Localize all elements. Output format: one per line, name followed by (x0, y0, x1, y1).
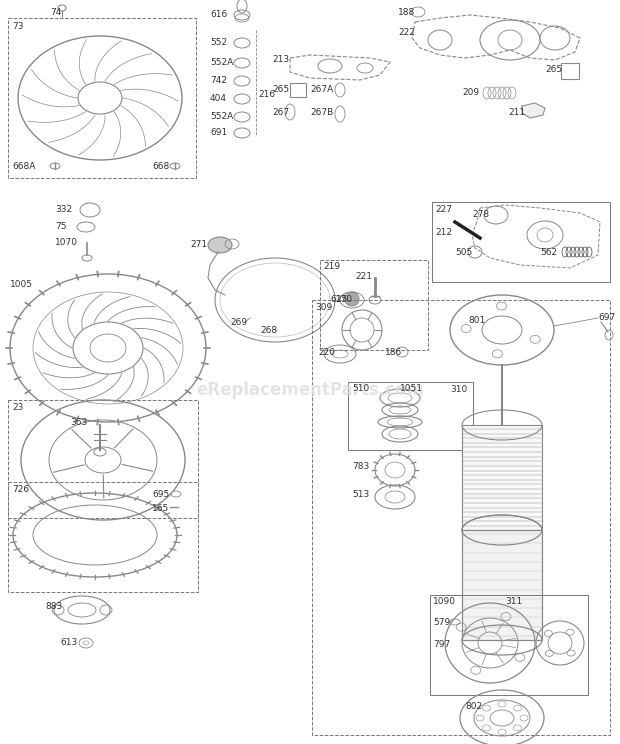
Text: eReplacementParts.com: eReplacementParts.com (196, 381, 424, 399)
Text: 783: 783 (352, 462, 370, 471)
Text: 268: 268 (260, 326, 277, 335)
Text: 668: 668 (152, 162, 169, 171)
Text: 695: 695 (152, 490, 169, 499)
Text: 267B: 267B (310, 108, 334, 117)
Text: 209: 209 (462, 88, 479, 97)
Text: 220: 220 (318, 348, 335, 357)
Text: 265: 265 (272, 85, 289, 94)
Bar (561, 63, 579, 79)
Text: 332: 332 (55, 205, 72, 214)
Text: 267A: 267A (310, 85, 334, 94)
Bar (462, 425, 542, 530)
Text: 75: 75 (55, 222, 66, 231)
Bar (8, 482, 198, 592)
Text: 1090: 1090 (433, 597, 456, 606)
Text: 269: 269 (230, 318, 247, 327)
Text: 797: 797 (433, 640, 450, 649)
Text: 363: 363 (70, 418, 87, 427)
Bar (432, 202, 610, 282)
Text: 165: 165 (152, 504, 169, 513)
Bar (430, 595, 588, 695)
Text: 691: 691 (210, 128, 228, 137)
Text: 267: 267 (272, 108, 289, 117)
Text: 552: 552 (210, 38, 227, 47)
Bar (348, 382, 473, 450)
Text: 310: 310 (450, 385, 467, 394)
Text: 265: 265 (545, 65, 562, 74)
Text: 219: 219 (323, 262, 340, 271)
Text: 211: 211 (508, 108, 525, 117)
Bar (290, 83, 306, 97)
Text: 505: 505 (455, 248, 472, 257)
Text: 1051: 1051 (400, 384, 423, 393)
Text: 1005: 1005 (10, 280, 33, 289)
Text: 615: 615 (330, 295, 347, 304)
Text: 221: 221 (355, 272, 372, 281)
Text: 278: 278 (472, 210, 489, 219)
Text: 311: 311 (505, 597, 522, 606)
Text: 1070: 1070 (55, 238, 78, 247)
Text: 552A: 552A (210, 58, 233, 67)
Bar (462, 530, 542, 640)
Bar (8, 400, 198, 518)
Text: 309: 309 (315, 303, 332, 312)
Text: 883: 883 (45, 602, 62, 611)
Text: 74: 74 (50, 8, 61, 17)
Text: 227: 227 (435, 205, 452, 214)
Text: 579: 579 (433, 618, 450, 627)
Text: 213: 213 (272, 55, 289, 64)
Text: 742: 742 (210, 76, 227, 85)
Text: 726: 726 (12, 485, 29, 494)
Polygon shape (522, 103, 545, 118)
Text: 802: 802 (465, 702, 482, 711)
Text: 188: 188 (398, 8, 415, 17)
Text: 801: 801 (468, 316, 485, 325)
Text: 222: 222 (398, 28, 415, 37)
Ellipse shape (345, 292, 359, 306)
Text: 552A: 552A (210, 112, 233, 121)
Bar (312, 300, 610, 735)
Text: 186: 186 (385, 348, 402, 357)
Text: 270: 270 (335, 295, 352, 304)
Text: 697: 697 (598, 313, 615, 322)
Text: 613: 613 (60, 638, 78, 647)
Text: 513: 513 (352, 490, 370, 499)
Text: 23: 23 (12, 403, 24, 412)
Bar (320, 260, 428, 350)
Text: 510: 510 (352, 384, 370, 393)
Text: 668A: 668A (12, 162, 35, 171)
Text: 73: 73 (12, 22, 24, 31)
Text: 562: 562 (540, 248, 557, 257)
Bar (8, 18, 196, 178)
Ellipse shape (208, 237, 232, 253)
Text: 271: 271 (190, 240, 207, 249)
Text: 212: 212 (435, 228, 452, 237)
Text: 616: 616 (210, 10, 228, 19)
Text: 404: 404 (210, 94, 227, 103)
Text: 216: 216 (258, 90, 275, 99)
